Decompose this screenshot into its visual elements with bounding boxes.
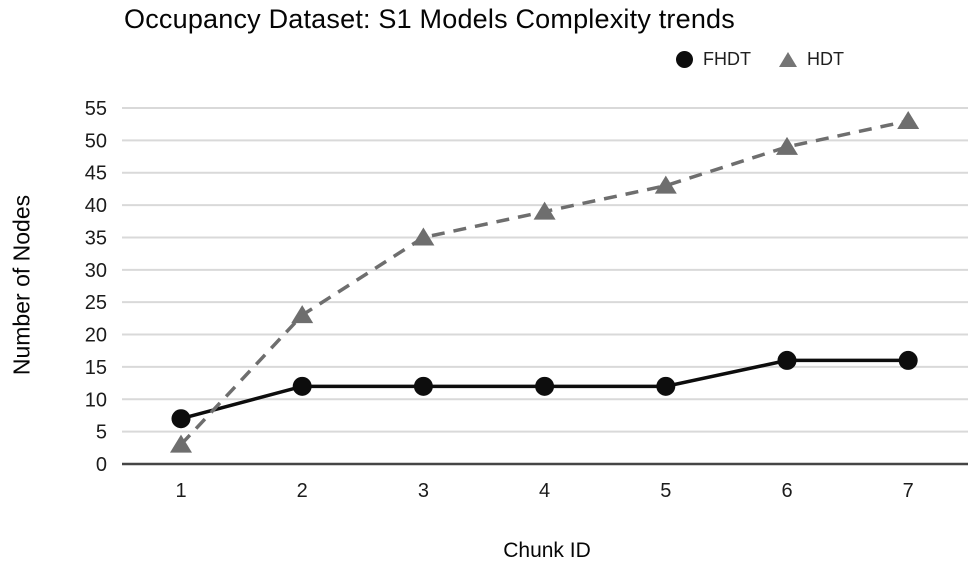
hdt-marker [533, 201, 556, 220]
fhdt-marker [656, 376, 676, 396]
x-tick-label: 7 [903, 480, 914, 502]
hdt-line [179, 119, 909, 446]
legend: FHDT HDT [676, 49, 844, 70]
y-tick-label: 25 [85, 292, 107, 314]
legend-item-fhdt: FHDT [676, 49, 751, 70]
y-axis-title: Number of Nodes [8, 194, 35, 376]
y-tick-label: 10 [85, 389, 107, 411]
y-tick-label: 0 [96, 454, 107, 476]
fhdt-marker [535, 376, 555, 396]
y-tick-label: 35 [85, 227, 107, 249]
x-tick-label: 6 [781, 480, 792, 502]
y-tick-label: 40 [85, 195, 107, 217]
x-tick-label: 3 [418, 480, 429, 502]
fhdt-marker [171, 409, 191, 429]
chart-title: Occupancy Dataset: S1 Models Complexity … [124, 4, 735, 34]
x-tick-label: 2 [297, 480, 308, 502]
y-tick-label: 15 [85, 357, 107, 379]
fhdt-marker [413, 376, 433, 396]
hdt-marker [170, 434, 192, 453]
circle-marker-icon [676, 51, 693, 68]
y-tick-label: 55 [85, 98, 107, 120]
hdt-marker [776, 136, 798, 155]
x-tick-label: 4 [539, 480, 550, 502]
x-axis-title: Chunk ID [503, 539, 591, 562]
y-tick-label: 20 [85, 325, 107, 347]
y-tick-label: 5 [96, 422, 107, 444]
x-tick-label: 5 [660, 480, 671, 502]
hdt-marker [291, 305, 314, 324]
y-tick-label: 30 [85, 260, 107, 282]
hdt-marker [654, 175, 677, 194]
legend-label-fhdt: FHDT [703, 49, 751, 69]
hdt-marker [412, 227, 435, 246]
fhdt-marker [292, 376, 312, 396]
y-tick-label: 45 [85, 163, 107, 185]
legend-item-hdt: HDT [779, 49, 844, 70]
fhdt-marker [777, 350, 797, 370]
hdt-marker [897, 110, 920, 129]
fhdt-marker [898, 350, 918, 370]
triangle-marker-icon [779, 52, 797, 67]
legend-label-hdt: HDT [807, 49, 844, 69]
y-tick-label: 50 [85, 130, 107, 152]
x-tick-label: 1 [175, 480, 186, 502]
